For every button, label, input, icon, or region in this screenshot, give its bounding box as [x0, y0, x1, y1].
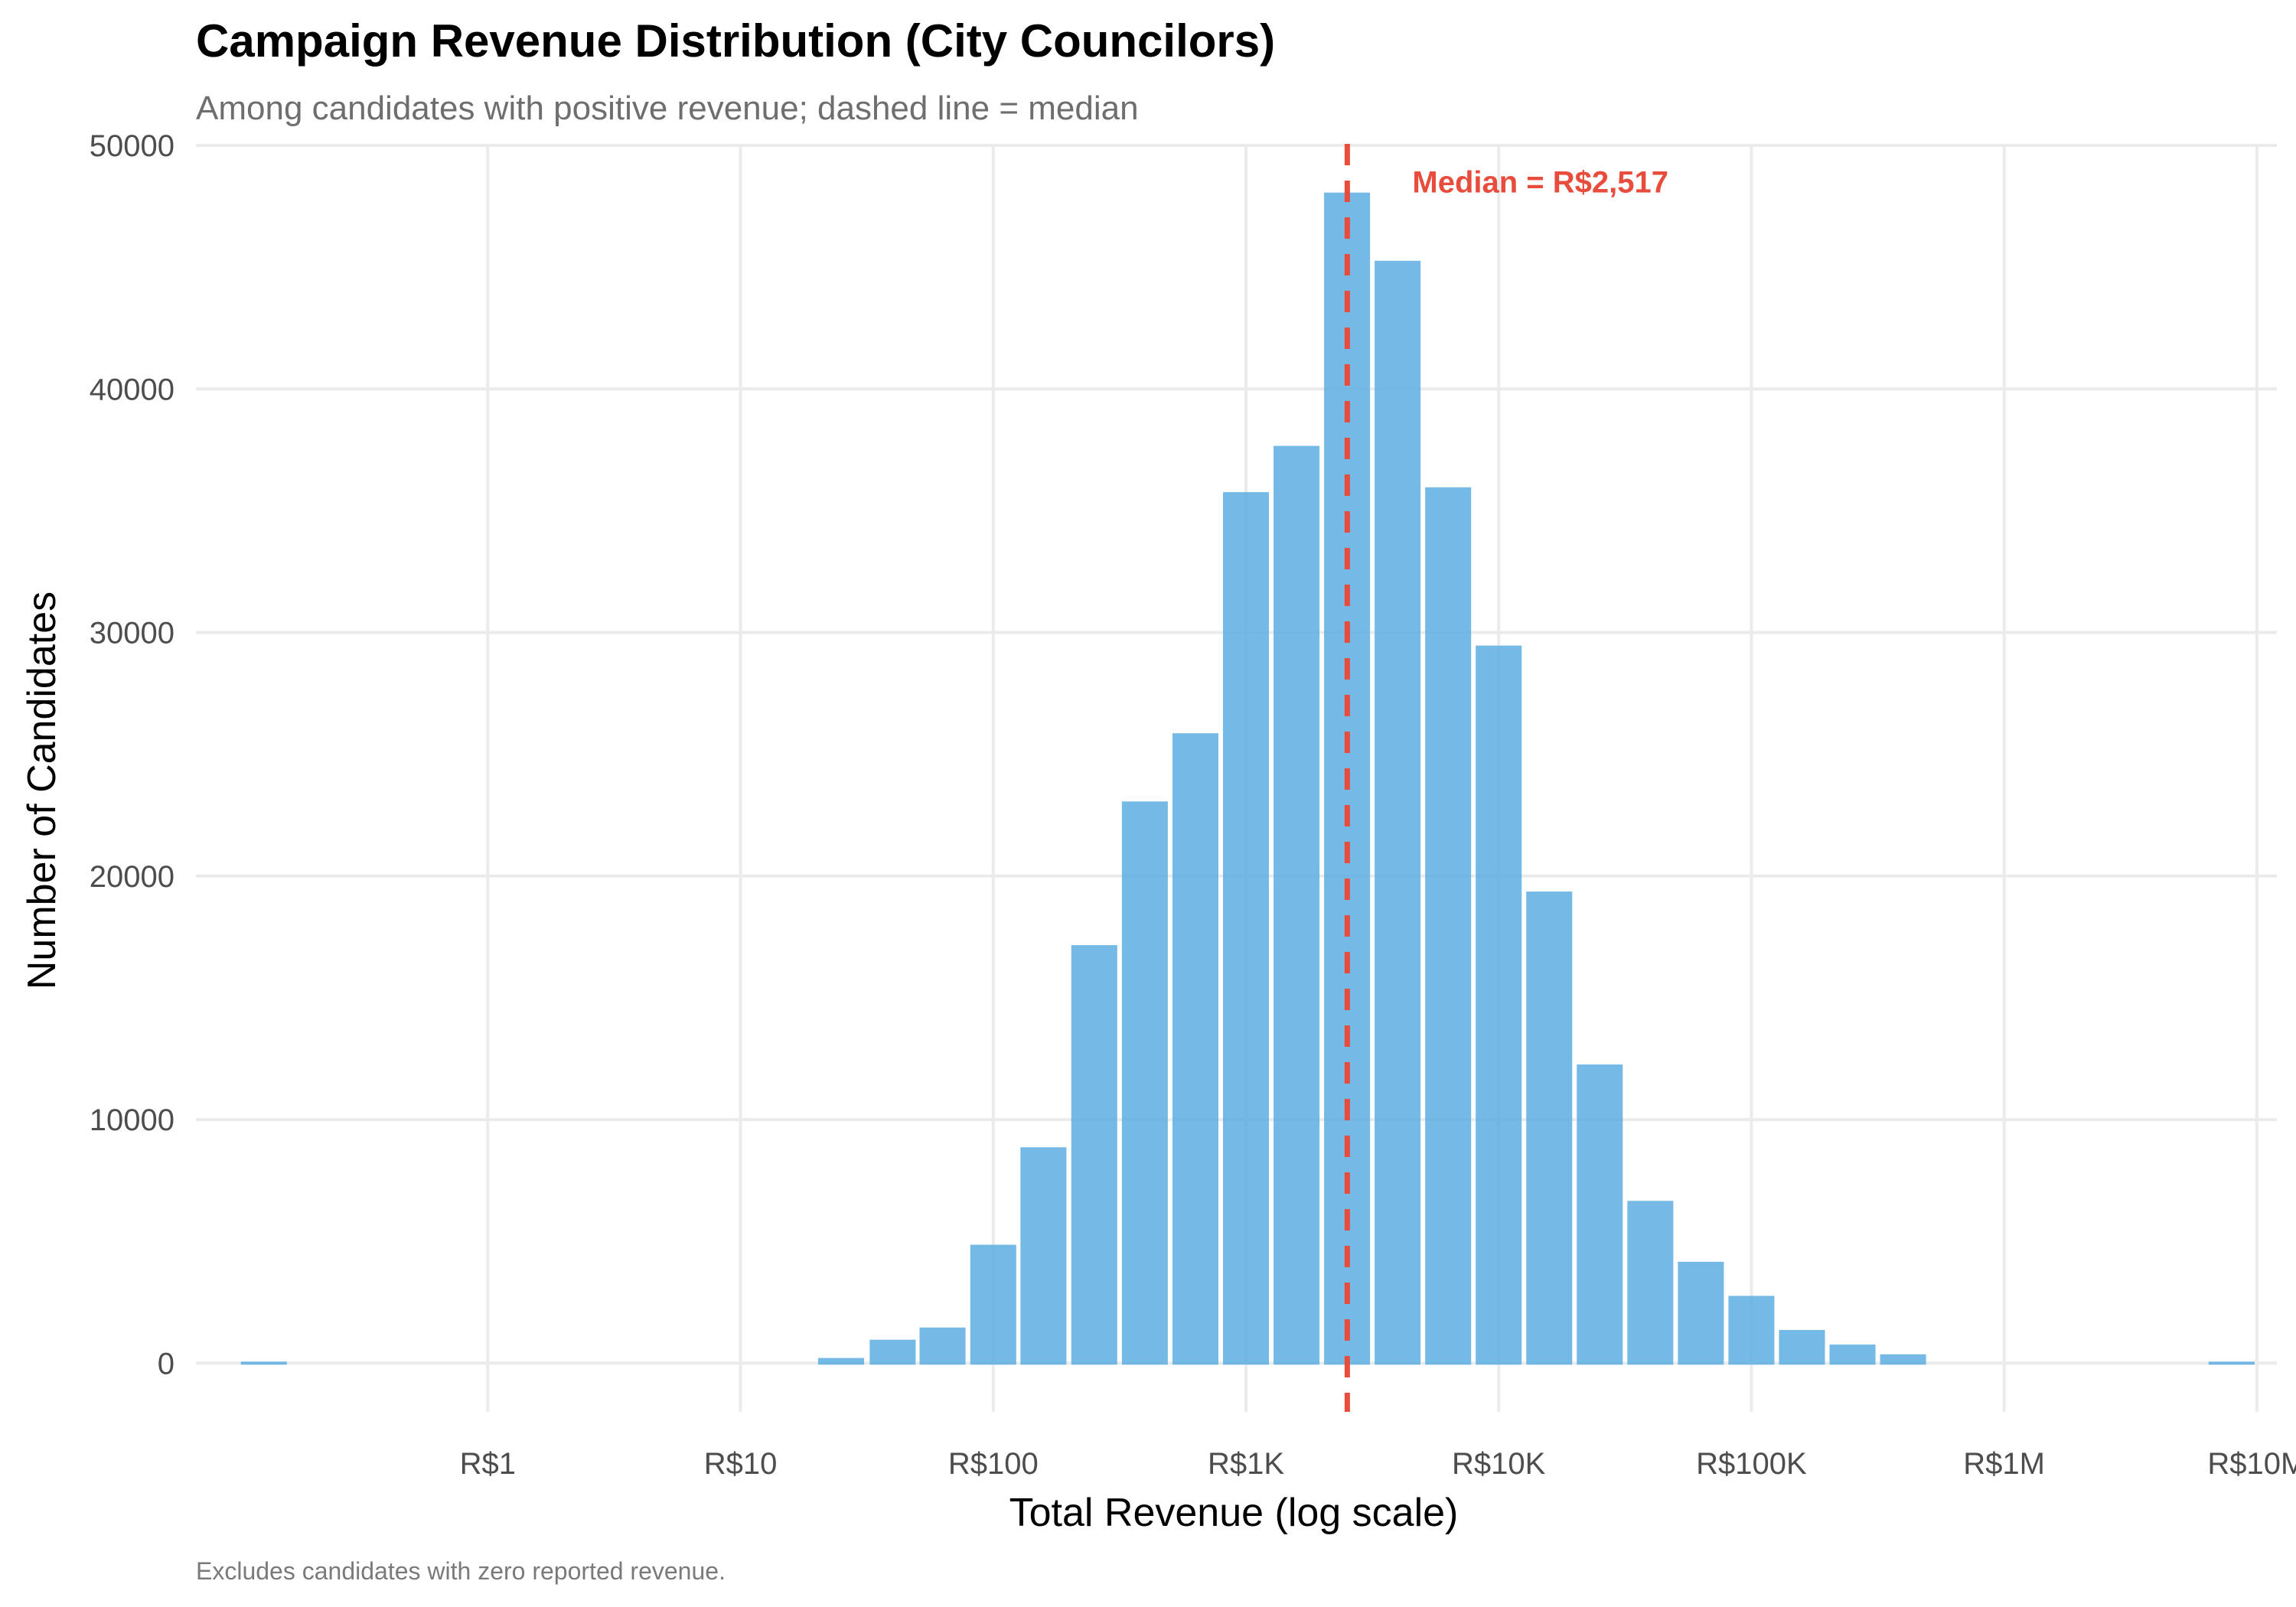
- y-tick-label: 30000: [90, 617, 174, 650]
- histogram-bar: [240, 1361, 287, 1365]
- histogram-bar: [1829, 1345, 1876, 1365]
- histogram-bar: [1577, 1064, 1623, 1365]
- histogram-bar: [1779, 1329, 1825, 1365]
- x-tick-label: R$10M: [2207, 1447, 2296, 1481]
- x-tick-label: R$100: [948, 1447, 1039, 1481]
- histogram-bar: [1476, 645, 1522, 1365]
- y-tick-label: 50000: [90, 129, 174, 163]
- histogram-bar: [1375, 260, 1421, 1365]
- histogram-bar: [1678, 1261, 1724, 1365]
- histogram-bar: [1425, 487, 1472, 1365]
- histogram-bar: [817, 1358, 865, 1365]
- histogram-bar: [1880, 1354, 1926, 1365]
- histogram-bars: [240, 192, 2255, 1365]
- histogram-bar: [970, 1244, 1016, 1365]
- histogram-bar: [1627, 1201, 1674, 1365]
- histogram-bar: [2208, 1361, 2255, 1365]
- y-axis-title: Number of Candidates: [20, 592, 64, 989]
- histogram-bar: [869, 1339, 916, 1365]
- histogram-bar: [919, 1327, 966, 1365]
- y-tick-label: 0: [158, 1347, 174, 1380]
- histogram-bar: [1071, 945, 1117, 1365]
- x-axis-title: Total Revenue (log scale): [1009, 1491, 1459, 1535]
- histogram-bar: [1172, 733, 1218, 1365]
- y-tick-label: 20000: [90, 860, 174, 894]
- histogram-bar: [1020, 1147, 1067, 1365]
- x-tick-label: R$100K: [1696, 1447, 1807, 1481]
- histogram-bar: [1274, 445, 1320, 1365]
- median-label: Median = R$2,517: [1412, 166, 1668, 200]
- x-tick-label: R$10: [704, 1447, 778, 1481]
- histogram-bar: [1121, 801, 1168, 1365]
- grid-lines: [196, 144, 2277, 1412]
- x-tick-label: R$1M: [1963, 1447, 2045, 1481]
- y-tick-label: 40000: [90, 373, 174, 406]
- chart-title: Campaign Revenue Distribution (City Coun…: [196, 15, 1275, 67]
- histogram-bar: [1222, 492, 1270, 1365]
- median-marker: Median = R$2,517: [1344, 144, 1668, 1412]
- x-tick-label: R$10K: [1452, 1447, 1546, 1481]
- chart-subtitle: Among candidates with positive revenue; …: [196, 90, 1139, 127]
- y-axis-ticks: 0 10000 20000 30000 40000 50000: [90, 129, 174, 1380]
- x-axis-ticks: R$1 R$10 R$100 R$1K R$10K R$100K R$1M R$10M: [460, 1447, 2296, 1481]
- y-tick-label: 10000: [90, 1103, 174, 1137]
- histogram-bar: [1526, 892, 1573, 1365]
- chart-caption: Excludes candidates with zero reported r…: [196, 1557, 726, 1585]
- x-tick-label: R$1K: [1208, 1447, 1284, 1481]
- x-tick-label: R$1: [460, 1447, 516, 1481]
- histogram-bar: [1728, 1296, 1775, 1365]
